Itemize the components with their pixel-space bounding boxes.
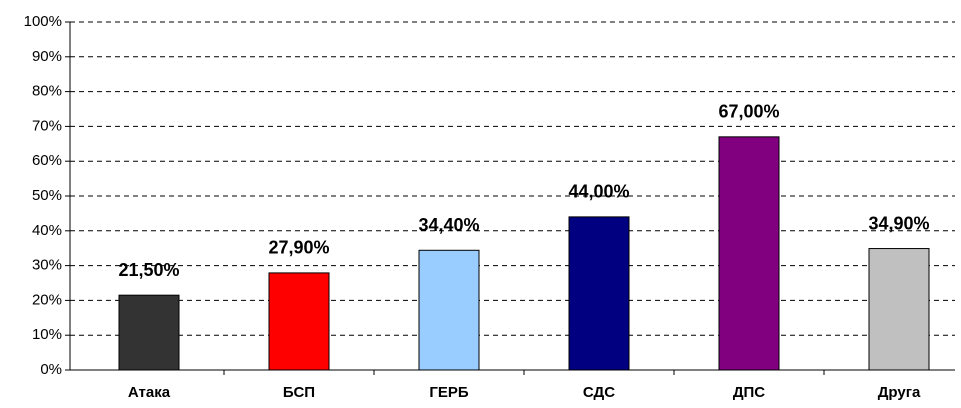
y-tick-label: 80%: [32, 83, 62, 100]
y-tick-label: 20%: [32, 291, 62, 308]
data-label: 44,00%: [568, 182, 629, 202]
y-tick-label: 0%: [40, 361, 62, 378]
data-label: 27,90%: [268, 238, 329, 258]
bar: [868, 248, 930, 371]
bar: [568, 216, 630, 371]
y-tick-label: 90%: [32, 48, 62, 65]
x-tick-label: ГЕРБ: [429, 384, 469, 401]
bar: [268, 272, 330, 371]
bar: [718, 136, 780, 371]
data-label: 34,90%: [868, 213, 929, 233]
x-tick-label: БСП: [283, 384, 315, 401]
y-tick-label: 70%: [32, 117, 62, 134]
y-tick-label: 40%: [32, 222, 62, 239]
data-label: 21,50%: [118, 260, 179, 280]
bar: [118, 294, 180, 371]
x-tick-label: Друга: [878, 384, 921, 401]
x-tick-label: ДПС: [733, 384, 765, 401]
data-label: 34,40%: [418, 215, 479, 235]
x-tick-label: СДС: [583, 384, 615, 401]
data-label: 67,00%: [718, 102, 779, 122]
y-tick-label: 50%: [32, 187, 62, 204]
y-tick-label: 60%: [32, 152, 62, 169]
y-tick-label: 10%: [32, 326, 62, 343]
x-tick-label: Атака: [128, 384, 171, 401]
y-tick-label: 30%: [32, 257, 62, 274]
y-tick-label: 100%: [24, 13, 62, 30]
bar: [418, 249, 480, 371]
